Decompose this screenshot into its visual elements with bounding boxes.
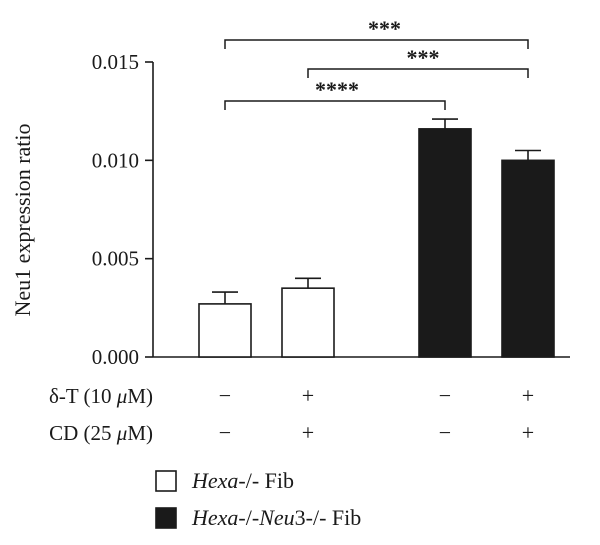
- significance-label-3: ****: [315, 77, 359, 102]
- y-tick-label: 0.000: [92, 345, 139, 369]
- legend-swatch-2: [155, 507, 177, 529]
- condition-symbol: +: [302, 383, 314, 408]
- y-tick-label: 0.015: [92, 50, 139, 74]
- significance-bracket-2: [307, 68, 529, 78]
- condition-symbol: −: [219, 383, 231, 408]
- condition-symbol: +: [522, 420, 534, 445]
- condition-symbol: −: [439, 383, 451, 408]
- condition-symbol: −: [439, 420, 451, 445]
- condition-symbol: +: [302, 420, 314, 445]
- bars: [198, 128, 555, 358]
- condition-symbol: +: [522, 383, 534, 408]
- bar-2: [281, 287, 335, 358]
- y-axis: 0.000 0.005 0.010 0.015: [92, 50, 154, 369]
- significance-label-2: ***: [407, 45, 440, 70]
- condition-label-1: δ-T (10 μM): [49, 384, 153, 408]
- legend: Hexa-/- Fib Hexa-/-Neu3-/- Fib: [155, 468, 361, 530]
- y-tick-label: 0.010: [92, 148, 139, 172]
- legend-label-1: Hexa-/- Fib: [191, 468, 294, 493]
- significance-brackets: **********: [224, 16, 529, 110]
- y-axis-label: Neu1 expression ratio: [10, 123, 35, 316]
- error-bars: [212, 118, 541, 304]
- bar-4: [501, 159, 555, 358]
- bar-3: [418, 128, 472, 358]
- y-tick-label: 0.005: [92, 247, 139, 271]
- significance-bracket-3: [224, 100, 446, 110]
- condition-symbol: −: [219, 420, 231, 445]
- bar-1: [198, 303, 252, 358]
- condition-label-2: CD (25 μM): [49, 421, 153, 445]
- condition-table: δ-T (10 μM) − + − + CD (25 μM) − + − +: [49, 383, 534, 445]
- significance-label-1: ***: [368, 16, 401, 41]
- legend-label-2: Hexa-/-Neu3-/- Fib: [191, 505, 361, 530]
- significance-bracket-1: [224, 39, 529, 49]
- legend-swatch-1: [155, 470, 177, 492]
